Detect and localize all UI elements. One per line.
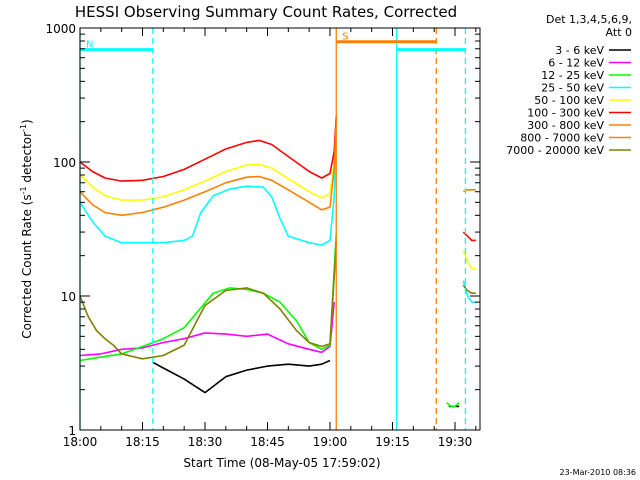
y-tick-label: 1000 <box>45 22 76 36</box>
y-axis-label-part-2: detector <box>20 132 34 187</box>
legend-label-100-300-kev: 100 - 300 keV <box>527 107 604 120</box>
y-axis-label-part-1: Corrected Count Rate (s <box>20 194 34 338</box>
legend-label-800-7000-kev: 800 - 7000 keV <box>520 132 604 145</box>
marker-layer: NS <box>79 28 467 430</box>
series-line-12-25-kev-1 <box>79 232 338 362</box>
series-25-50-kev <box>79 127 476 303</box>
series-line-7000-20000-kev-1 <box>79 242 338 360</box>
timestamp: 23-Mar-2010 08:36 <box>560 468 637 477</box>
plot-frame <box>79 27 481 431</box>
x-tick-label: 18:15 <box>125 435 160 449</box>
series-line-3-6-kev-1 <box>152 359 331 394</box>
y-axis-label: Corrected Count Rate (s-1 detector-1) <box>19 119 34 338</box>
legend-label-7000-20000-kev: 7000 - 20000 keV <box>506 144 604 157</box>
legend-label-50-100-kev: 50 - 100 keV <box>534 94 604 107</box>
chart-title: HESSI Observing Summary Count Rates, Cor… <box>75 3 457 21</box>
series-12-25-kev <box>79 232 460 408</box>
legend-label-25-50-kev: 25 - 50 keV <box>541 82 604 95</box>
series-6-12-kev <box>79 302 335 357</box>
series-3-6-kev <box>152 359 460 408</box>
legend-label-6-12-kev: 6 - 12 keV <box>548 57 604 70</box>
y-axis-label-exponent-1: -1 <box>19 186 28 194</box>
series-line-7000-20000-kev-2 <box>462 284 476 295</box>
series-line-50-100-kev-2 <box>462 249 476 270</box>
series-layer <box>79 116 476 408</box>
y-tick-label: 1 <box>68 424 76 438</box>
series-300-800-kev <box>79 121 476 217</box>
x-tick-label: 18:00 <box>63 435 98 449</box>
y-tick-label: 100 <box>53 156 76 170</box>
y-axis-label-part-3: ) <box>20 119 34 124</box>
x-tick-label: 19:15 <box>375 435 410 449</box>
legend-label-12-25-kev: 12 - 25 keV <box>541 69 604 82</box>
x-tick-label: 19:30 <box>438 435 473 449</box>
marker-label-s: S <box>342 32 348 43</box>
x-tick-label: 18:30 <box>188 435 223 449</box>
series-50-100-kev <box>79 118 476 270</box>
series-line-12-25-kev-2 <box>446 402 460 408</box>
legend-label-300-800-kev: 300 - 800 keV <box>527 119 604 132</box>
series-line-50-100-kev-1 <box>79 118 338 201</box>
series-line-300-800-kev-1 <box>79 121 338 217</box>
legend-header-detectors: Det 1,3,4,5,6,9, <box>546 13 632 26</box>
series-line-25-50-kev-1 <box>79 127 338 246</box>
marker-label-n: N <box>86 40 93 51</box>
series-7000-20000-kev <box>79 242 476 360</box>
x-tick-label: 19:00 <box>313 435 348 449</box>
x-axis-label: Start Time (08-May-05 17:59:02) <box>183 456 380 470</box>
series-line-6-12-kev-1 <box>79 302 335 357</box>
legend-label-3-6-kev: 3 - 6 keV <box>555 44 604 57</box>
x-tick-label: 18:45 <box>250 435 285 449</box>
series-100-300-kev <box>79 116 476 242</box>
series-line-100-300-kev-1 <box>79 116 338 182</box>
ticks-layer: 18:00 18:15 18:30 18:45 19:00 19:15 19:30 1 10 10… <box>45 22 480 449</box>
y-axis-label-exponent-2: -1 <box>19 124 28 132</box>
series-line-100-300-kev-2 <box>462 231 476 242</box>
y-tick-label: 10 <box>61 290 76 304</box>
legend-header-attenuator: Att 0 <box>606 26 632 39</box>
